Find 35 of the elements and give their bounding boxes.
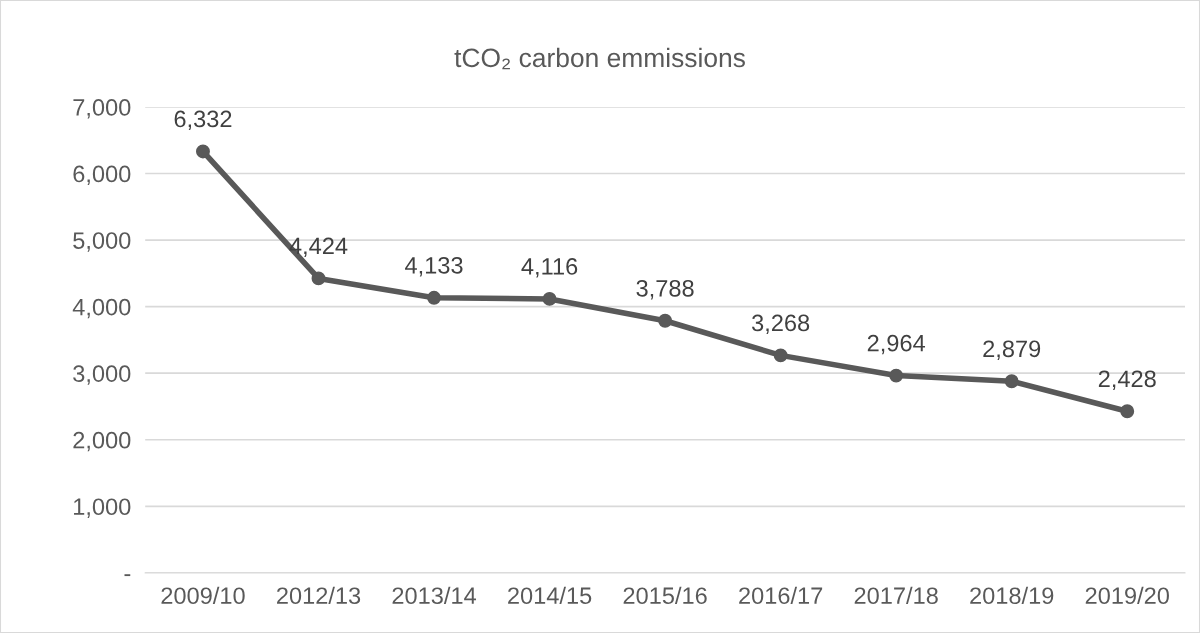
data-label: 4,133 [405,256,463,277]
y-tick-label: 7,000 [73,99,131,119]
point [1004,374,1019,389]
y-tick-label: 1,000 [74,498,131,518]
x-tick-label: 2018/19 [970,586,1054,605]
y-tick-label: 5,000 [73,232,131,252]
data-label: 4,116 [521,258,578,278]
point [542,291,557,306]
y-tick-label: - [124,574,131,577]
y-tick-label: 6,000 [73,165,131,186]
x-tick-label: 2012/13 [277,586,361,605]
data-label: 2,428 [1098,370,1156,390]
data-label: 2,879 [983,340,1041,360]
x-tick-label: 2019/20 [1085,586,1169,605]
chart-title: tCO₂ carbon emmissions [454,47,745,70]
data-label: 3,268 [751,314,810,335]
point [427,290,441,305]
x-tick-label: 2009/10 [161,586,245,605]
x-tick-label: 2014/15 [508,586,592,605]
x-tick-label: 2017/18 [854,586,938,605]
y-tick-label: 3,000 [73,365,131,385]
x-tick-label: 2016/17 [739,586,823,605]
data-label: 2,964 [867,334,926,355]
point [1120,404,1135,419]
y-tick-label: 2,000 [73,431,131,452]
point [889,368,904,383]
point [311,271,326,286]
data-label: 6,332 [174,110,232,131]
x-tick-label: 2015/16 [623,586,707,605]
data-label: 3,788 [636,279,694,300]
point [196,144,210,159]
x-tick-label: 2013/14 [392,586,477,605]
point [658,313,673,328]
point [773,348,788,363]
y-tick-label: 4,000 [72,298,131,319]
